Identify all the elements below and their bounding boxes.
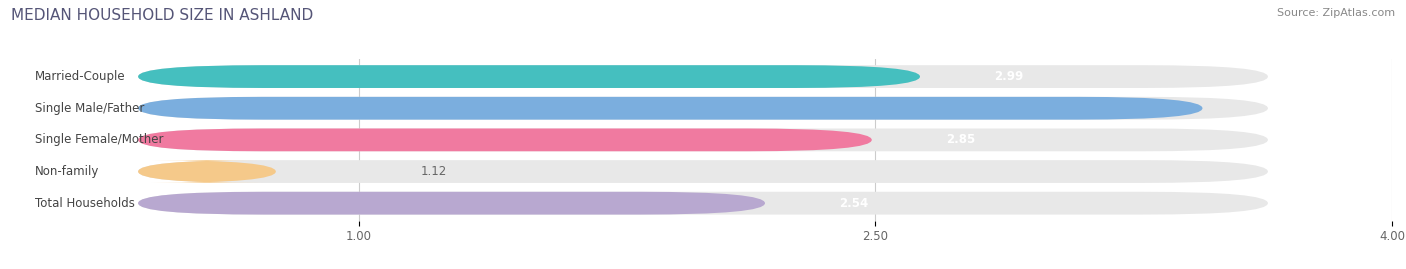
FancyBboxPatch shape: [138, 65, 920, 88]
Text: Single Female/Mother: Single Female/Mother: [35, 133, 163, 146]
Text: 1.12: 1.12: [420, 165, 447, 178]
FancyBboxPatch shape: [138, 192, 1268, 215]
FancyBboxPatch shape: [138, 160, 1268, 183]
FancyBboxPatch shape: [138, 129, 1268, 151]
FancyBboxPatch shape: [138, 65, 1268, 88]
FancyBboxPatch shape: [138, 192, 765, 215]
Text: 2.99: 2.99: [994, 70, 1024, 83]
Text: Single Male/Father: Single Male/Father: [35, 102, 143, 115]
Text: 2.54: 2.54: [839, 197, 869, 210]
FancyBboxPatch shape: [138, 160, 276, 183]
Text: Married-Couple: Married-Couple: [35, 70, 125, 83]
FancyBboxPatch shape: [138, 97, 1202, 120]
FancyBboxPatch shape: [138, 129, 872, 151]
FancyBboxPatch shape: [138, 97, 1268, 120]
Text: Source: ZipAtlas.com: Source: ZipAtlas.com: [1277, 8, 1395, 18]
Text: 3.81: 3.81: [1277, 102, 1306, 115]
Text: Total Households: Total Households: [35, 197, 135, 210]
Text: 2.85: 2.85: [946, 133, 976, 146]
Text: Non-family: Non-family: [35, 165, 98, 178]
Text: MEDIAN HOUSEHOLD SIZE IN ASHLAND: MEDIAN HOUSEHOLD SIZE IN ASHLAND: [11, 8, 314, 23]
